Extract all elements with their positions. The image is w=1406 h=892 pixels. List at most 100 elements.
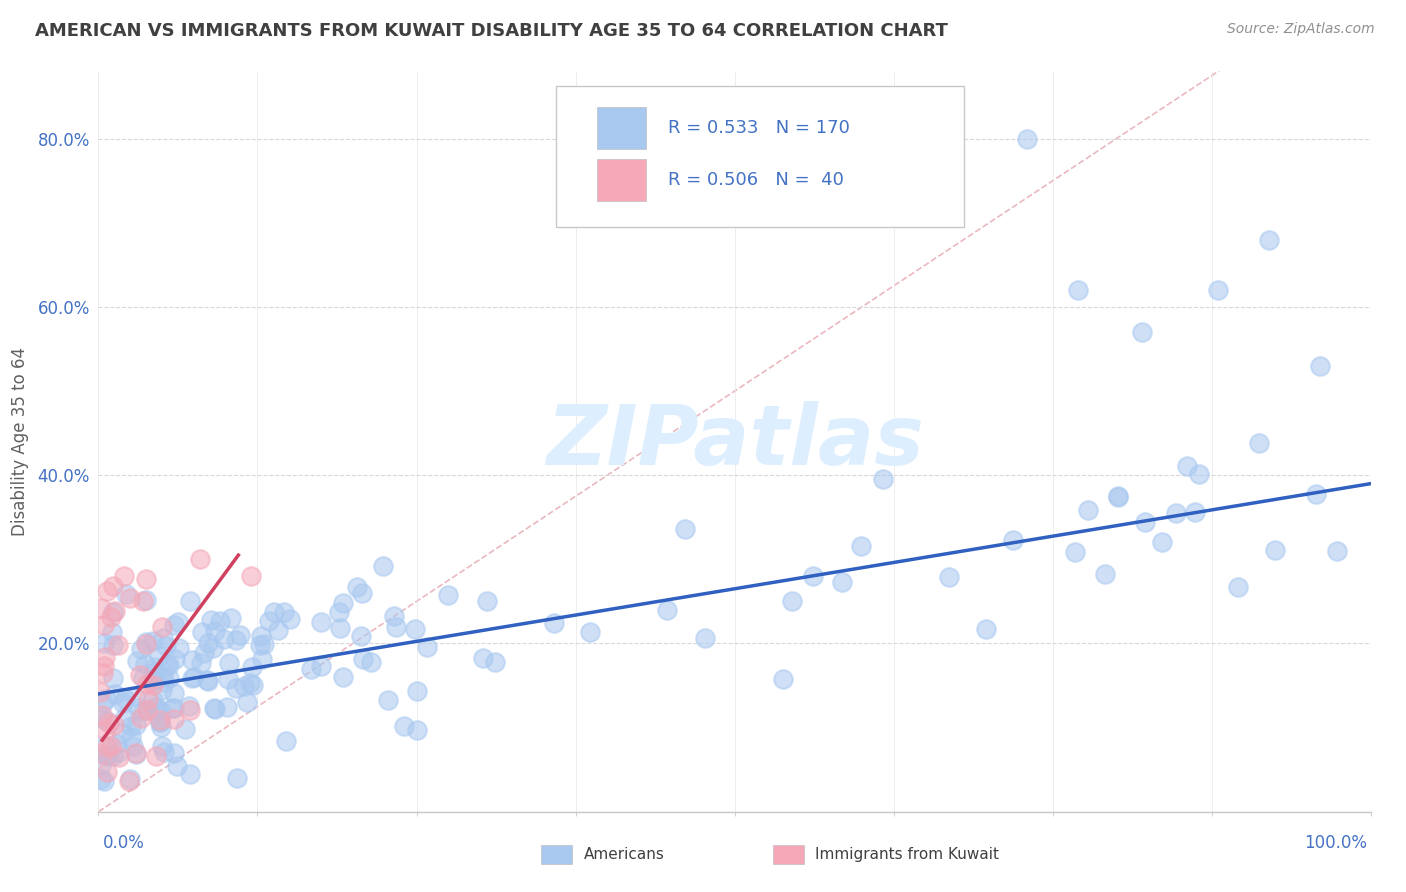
Point [153, 675, 176, 690]
Point [112, 569, 135, 583]
Point [101, 749, 124, 764]
Point [190, 656, 212, 670]
Point [352, 586, 374, 600]
Point [143, 699, 166, 714]
Point [191, 624, 214, 639]
Point [193, 646, 215, 660]
Point [163, 618, 186, 632]
Point [134, 637, 156, 651]
Point [673, 523, 696, 537]
Point [872, 472, 894, 486]
Point [332, 596, 354, 610]
Point [93, 723, 115, 738]
FancyBboxPatch shape [598, 159, 645, 201]
Point [274, 734, 297, 748]
Point [179, 766, 201, 780]
Point [1067, 283, 1090, 297]
Point [200, 613, 222, 627]
Point [484, 655, 506, 669]
Point [1107, 489, 1129, 503]
Point [107, 745, 129, 759]
Point [657, 603, 679, 617]
Point [831, 574, 853, 589]
Point [405, 723, 427, 737]
Point [373, 559, 395, 574]
Point [382, 608, 405, 623]
Point [377, 693, 399, 707]
Point [149, 713, 172, 727]
Point [125, 747, 148, 762]
Point [311, 615, 333, 629]
Point [1107, 491, 1129, 505]
Point [150, 682, 173, 697]
Point [120, 772, 142, 786]
Point [197, 635, 219, 649]
Point [218, 656, 240, 670]
Point [179, 702, 201, 716]
Point [145, 749, 167, 764]
Point [124, 689, 146, 703]
Point [226, 771, 249, 785]
Point [142, 665, 165, 679]
Point [155, 640, 177, 654]
Point [392, 719, 415, 733]
Point [1094, 566, 1116, 581]
Point [127, 701, 149, 715]
Point [1247, 435, 1270, 450]
Point [416, 640, 439, 655]
Point [201, 640, 224, 655]
Point [90, 772, 112, 787]
Point [801, 569, 824, 583]
Point [134, 635, 156, 649]
Point [543, 615, 565, 630]
Point [163, 651, 186, 665]
Point [472, 651, 495, 665]
Point [108, 750, 131, 764]
Point [143, 659, 166, 673]
Point [174, 722, 197, 736]
Point [225, 681, 247, 695]
Point [111, 726, 134, 740]
Point [228, 628, 250, 642]
Point [160, 701, 183, 715]
Point [93, 618, 115, 632]
Text: ZIPatlas: ZIPatlas [546, 401, 924, 482]
Point [180, 653, 202, 667]
Point [101, 625, 124, 640]
Point [120, 719, 142, 733]
Point [107, 638, 129, 652]
Point [225, 633, 247, 648]
Point [105, 737, 128, 751]
Point [1184, 505, 1206, 519]
Point [97, 748, 120, 763]
Point [93, 658, 115, 673]
Point [132, 704, 155, 718]
Point [150, 704, 173, 718]
Point [240, 660, 263, 674]
Point [350, 629, 373, 643]
Point [252, 651, 274, 665]
Point [204, 702, 226, 716]
Point [782, 594, 804, 608]
Point [135, 573, 157, 587]
Point [152, 669, 174, 683]
Point [157, 658, 180, 673]
Point [693, 631, 716, 645]
Text: Source: ZipAtlas.com: Source: ZipAtlas.com [1227, 22, 1375, 37]
Point [217, 672, 239, 686]
Point [579, 625, 602, 640]
Point [1133, 516, 1156, 530]
Point [156, 657, 179, 671]
Point [332, 670, 354, 684]
Point [90, 711, 112, 725]
Point [163, 712, 186, 726]
Point [94, 747, 117, 762]
Point [849, 539, 872, 553]
Point [125, 718, 148, 732]
Point [114, 691, 136, 706]
Point [329, 621, 352, 635]
Point [1305, 486, 1327, 500]
Point [103, 671, 125, 685]
Point [120, 730, 142, 744]
Point [239, 675, 262, 690]
